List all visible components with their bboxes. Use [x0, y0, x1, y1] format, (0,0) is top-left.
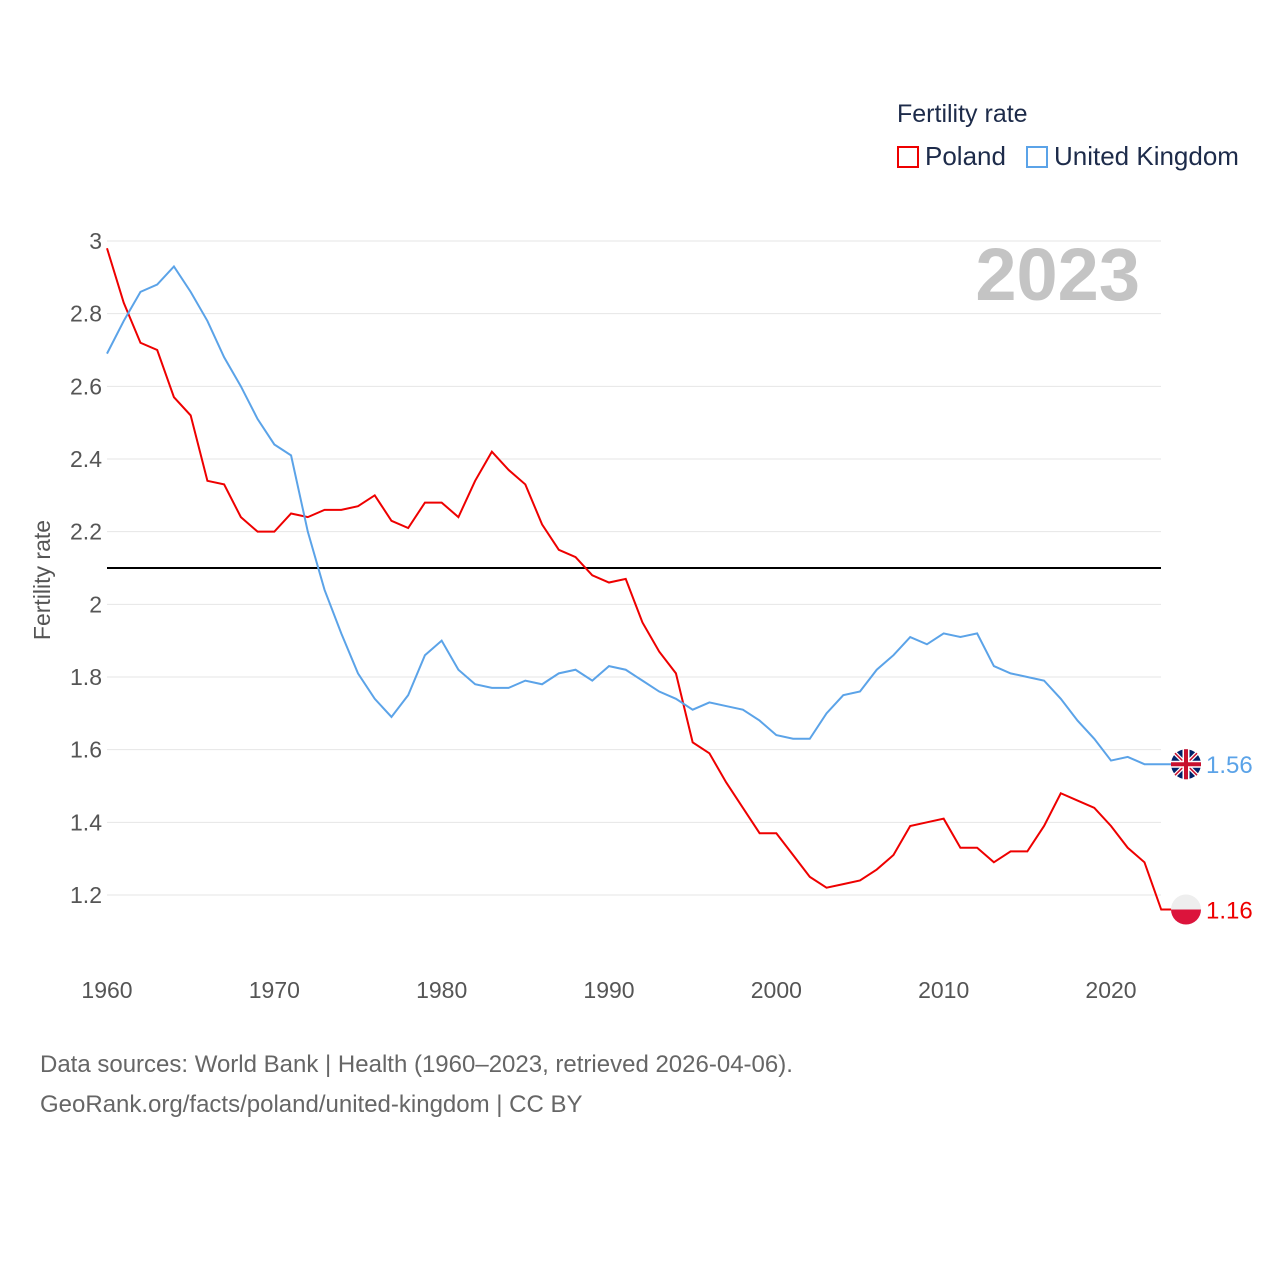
poland-swatch: [897, 145, 919, 168]
poland-flag-icon: [1171, 894, 1201, 925]
y-tick-label: 1.4: [70, 809, 102, 835]
y-tick-label: 3: [89, 228, 102, 254]
x-tick-label: 1970: [249, 977, 300, 1003]
legend-title: Fertility rate: [897, 100, 1028, 128]
footer: Data sources: World Bank | Health (1960–…: [40, 1045, 793, 1125]
y-tick-label: 2.8: [70, 301, 102, 327]
series-line-poland: [106, 247, 1176, 911]
y-tick-label: 2.2: [70, 519, 102, 545]
year-watermark: 2023: [975, 233, 1140, 316]
x-tick-label: 2010: [918, 977, 969, 1003]
uk-flag-icon: [1171, 749, 1201, 780]
legend: Fertility rate Poland United Kingdom: [897, 100, 1239, 172]
uk-swatch: [1025, 145, 1048, 168]
legend-item-uk[interactable]: United Kingdom: [1025, 141, 1239, 172]
legend-label: Poland: [925, 141, 1006, 171]
y-tick-label: 1.2: [70, 882, 102, 908]
y-tick-label: 1.8: [70, 664, 102, 690]
x-tick-label: 1980: [416, 977, 467, 1003]
y-axis-label: Fertility rate: [29, 520, 55, 640]
legend-item-poland[interactable]: Poland: [897, 141, 1006, 172]
x-tick-label: 2020: [1085, 977, 1136, 1003]
source-text: Data sources: World Bank | Health (1960–…: [40, 1051, 793, 1078]
y-tick-label: 2: [89, 591, 102, 617]
end-value-label: 1.56: [1206, 752, 1253, 779]
y-tick-label: 2.4: [70, 446, 102, 472]
y-tick-label: 2.6: [70, 373, 102, 399]
legend-label: United Kingdom: [1053, 141, 1239, 171]
x-tick-label: 2000: [751, 977, 802, 1003]
end-value-label: 1.16: [1206, 898, 1253, 925]
x-tick-label: 1990: [583, 977, 634, 1003]
x-tick-label: 1960: [81, 977, 132, 1003]
source-link[interactable]: GeoRank.org/facts/poland/united-kingdom …: [40, 1091, 583, 1118]
y-tick-label: 1.6: [70, 737, 102, 763]
series-line-united-kingdom: [106, 264, 1176, 766]
